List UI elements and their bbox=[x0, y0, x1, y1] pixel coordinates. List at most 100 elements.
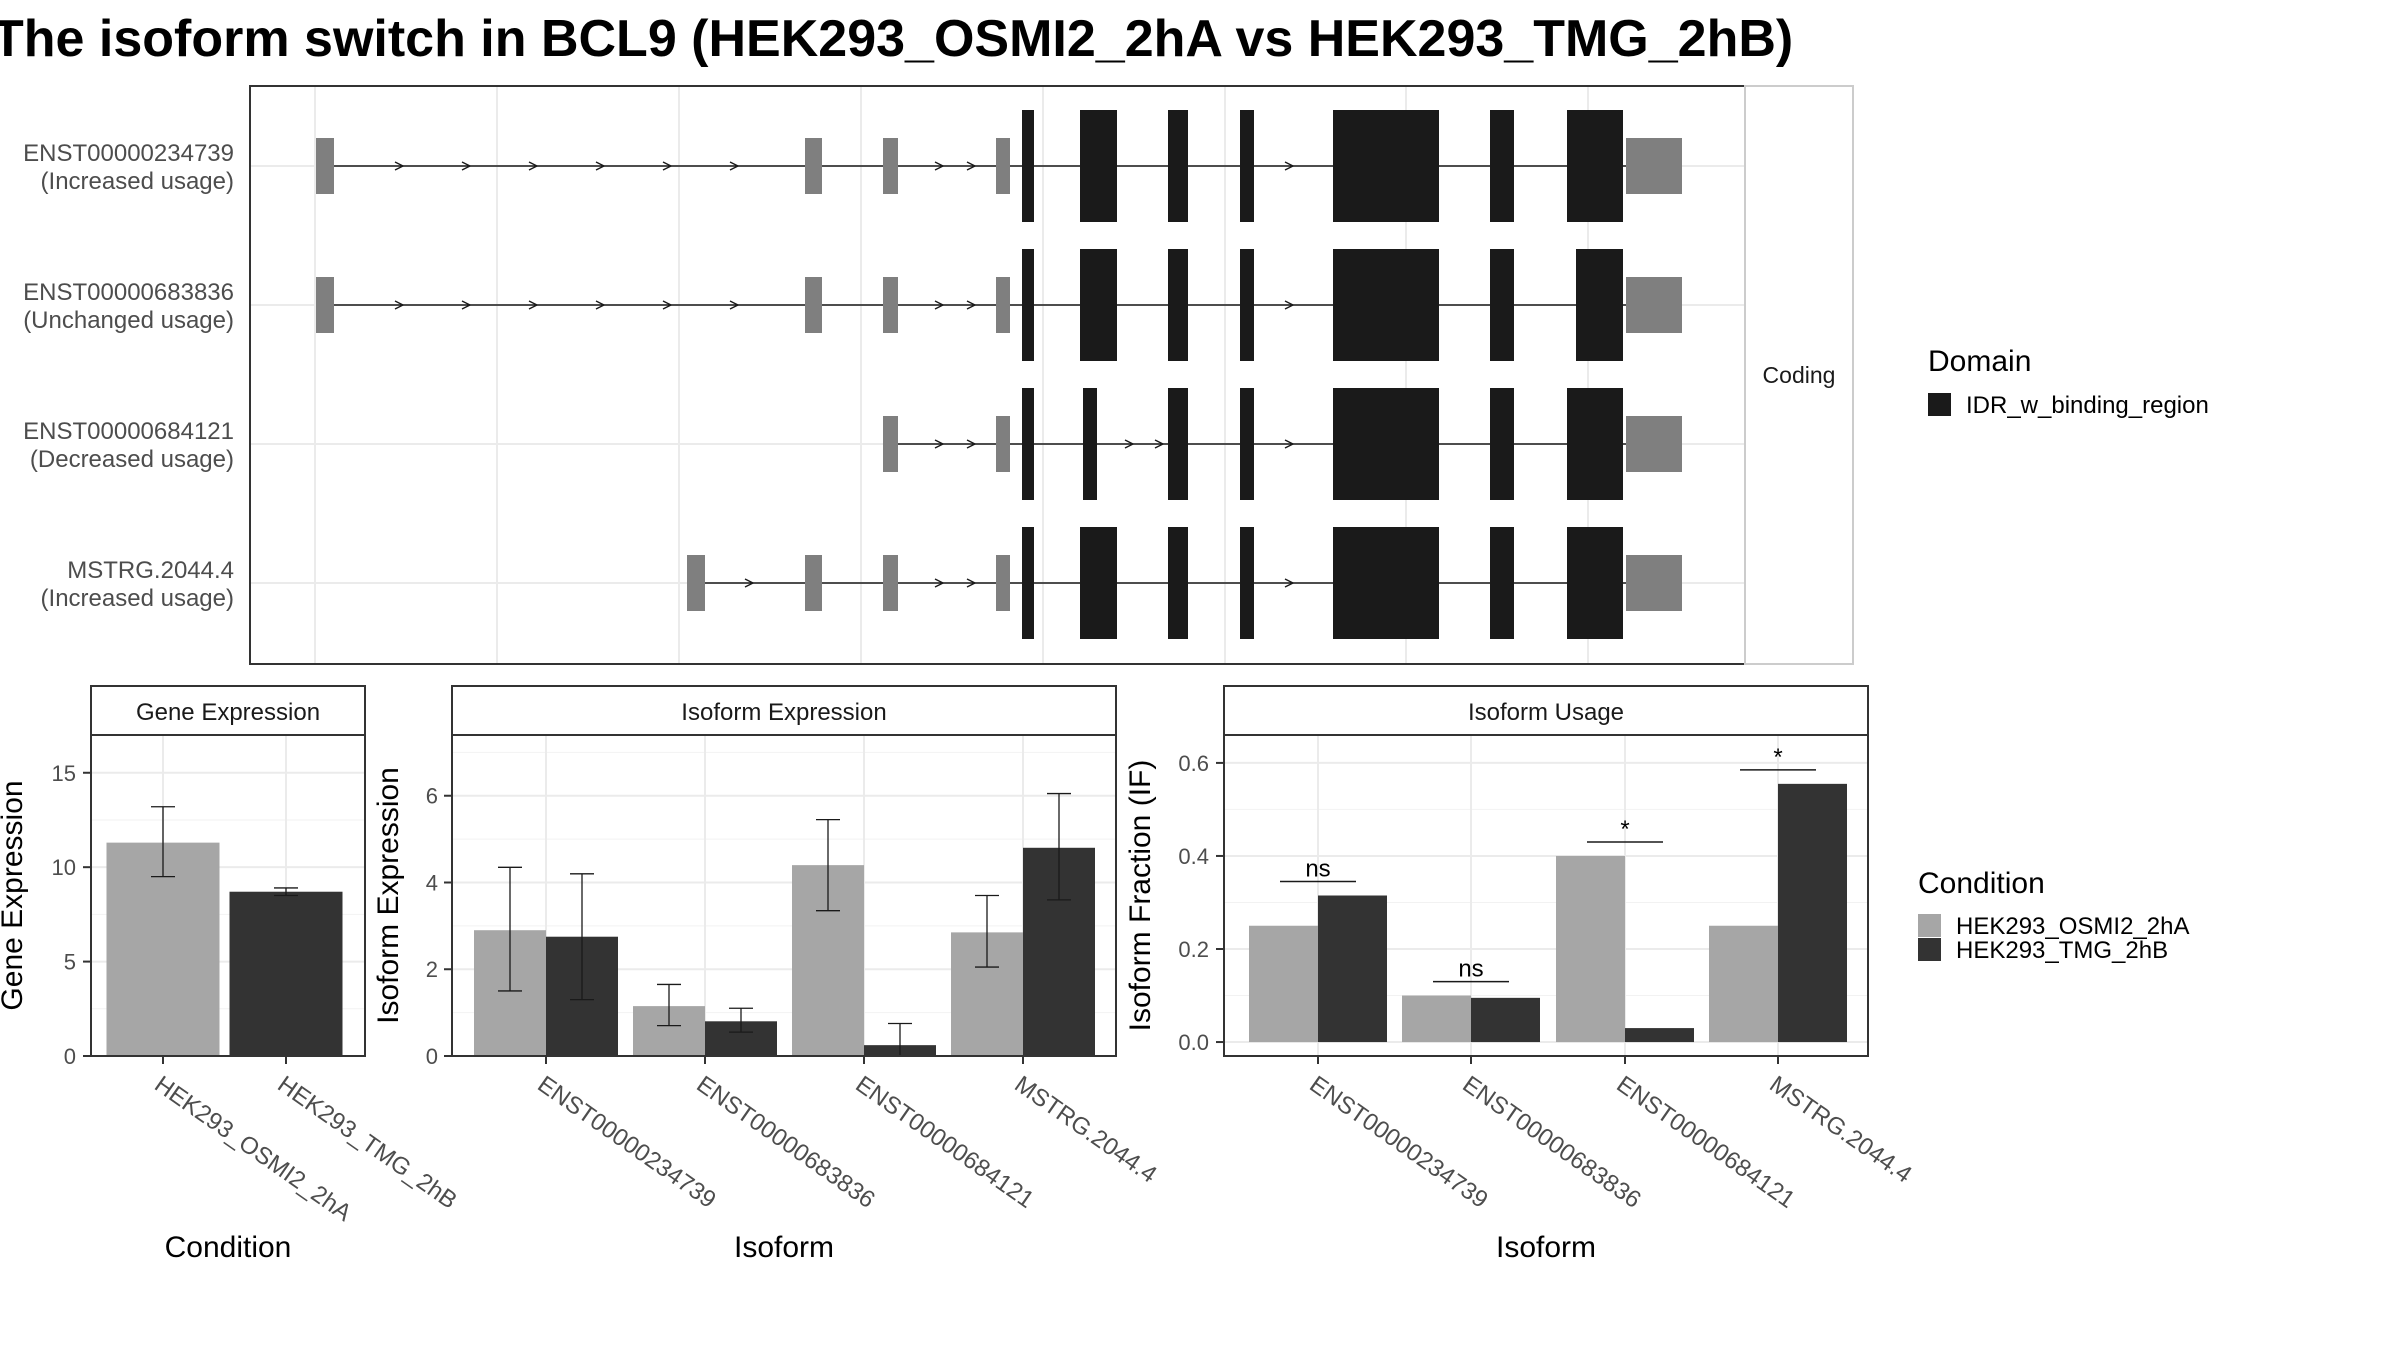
utr-exon bbox=[805, 138, 822, 194]
y-axis-title: Isoform Fraction (IF) bbox=[1124, 760, 1157, 1032]
facet-strip bbox=[1223, 685, 1869, 736]
coding-exon-domain bbox=[1333, 249, 1439, 361]
bar bbox=[1709, 925, 1778, 1043]
coding-exon-domain bbox=[1333, 388, 1439, 500]
strand-arrow bbox=[1284, 300, 1295, 310]
coding-exon-domain bbox=[1168, 110, 1188, 222]
bar-series-group bbox=[474, 792, 1095, 1057]
bar bbox=[1249, 925, 1318, 1043]
utr-exon bbox=[996, 277, 1010, 333]
utr-exon bbox=[805, 555, 822, 611]
coding-exon-domain bbox=[1490, 527, 1514, 639]
strand-arrow bbox=[1284, 439, 1295, 449]
strand-arrow bbox=[934, 300, 945, 310]
bar bbox=[1471, 997, 1540, 1043]
figure-title: The isoform switch in BCL9 (HEK293_OSMI2… bbox=[0, 10, 1793, 68]
coding-exon-domain bbox=[1022, 249, 1034, 361]
coding-exon-domain bbox=[1080, 110, 1117, 222]
transcript-usage-label: (Decreased usage) bbox=[30, 446, 234, 473]
strand-arrow bbox=[394, 300, 405, 310]
y-tick-label: 10 bbox=[52, 855, 76, 880]
utr-exon bbox=[883, 138, 898, 194]
transcript-id-label: ENST00000234739 bbox=[23, 140, 234, 167]
facet-strip-title: Gene Expression bbox=[136, 699, 320, 726]
transcript-tracks bbox=[316, 110, 1682, 639]
utr-exon bbox=[316, 138, 334, 194]
strand-arrow bbox=[662, 300, 673, 310]
domain-legend-title: Domain bbox=[1928, 345, 2031, 378]
y-tick-label: 0.0 bbox=[1178, 1030, 1209, 1055]
strand-arrow bbox=[934, 578, 945, 588]
significance-label: ns bbox=[1305, 856, 1330, 883]
strand-arrow bbox=[528, 161, 539, 171]
y-tick-label: 0 bbox=[426, 1044, 438, 1069]
transcript-id-label: MSTRG.2044.4 bbox=[67, 557, 234, 584]
x-axis-title: Condition bbox=[165, 1231, 292, 1264]
y-axis-title: Gene Expression bbox=[0, 780, 29, 1010]
coding-exon-domain bbox=[1490, 249, 1514, 361]
coding-exon-domain bbox=[1240, 110, 1254, 222]
facet-strip bbox=[90, 685, 366, 736]
coding-exon-domain bbox=[1576, 249, 1623, 361]
condition-legend-label-a: HEK293_OSMI2_2hA bbox=[1956, 913, 2189, 940]
strip-background bbox=[1744, 85, 1854, 665]
strand-arrow bbox=[966, 161, 977, 171]
bar-series-group bbox=[1249, 783, 1847, 1043]
domain-legend-label: IDR_w_binding_region bbox=[1966, 392, 2209, 419]
bar bbox=[1402, 995, 1471, 1043]
strand-arrow bbox=[1284, 161, 1295, 171]
utr-exon bbox=[1626, 277, 1682, 333]
coding-exon-domain bbox=[1490, 388, 1514, 500]
utr-exon bbox=[1626, 138, 1682, 194]
transcript-usage-label: (Unchanged usage) bbox=[23, 307, 234, 334]
transcript-usage-label: (Increased usage) bbox=[41, 585, 234, 612]
coding-exon-domain bbox=[1333, 110, 1439, 222]
significance-label: * bbox=[1773, 744, 1782, 771]
significance-label: ns bbox=[1458, 956, 1483, 983]
strip-label-coding: Coding bbox=[1763, 362, 1836, 388]
facet-strip-title: Isoform Usage bbox=[1468, 699, 1624, 726]
coding-exon-domain bbox=[1022, 527, 1034, 639]
domain-legend-swatch bbox=[1928, 393, 1951, 416]
strand-arrow bbox=[934, 439, 945, 449]
coding-exon-domain bbox=[1083, 388, 1097, 500]
y-axis-title: Isoform Expression bbox=[372, 767, 405, 1024]
utr-exon bbox=[883, 555, 898, 611]
condition-legend-title: Condition bbox=[1918, 867, 2045, 900]
bar bbox=[1318, 895, 1387, 1043]
utr-exon bbox=[1626, 416, 1682, 472]
utr-exon bbox=[1626, 555, 1682, 611]
coding-exon-domain bbox=[1333, 527, 1439, 639]
coding-exon-domain bbox=[1168, 249, 1188, 361]
utr-exon bbox=[883, 416, 898, 472]
coding-exon-domain bbox=[1240, 527, 1254, 639]
x-tick-label: MSTRG.2044.4 bbox=[1010, 1071, 1162, 1189]
y-tick-label: 15 bbox=[52, 761, 76, 786]
strand-arrow bbox=[461, 300, 472, 310]
strand-arrow bbox=[595, 300, 606, 310]
utr-exon bbox=[996, 416, 1010, 472]
strand-arrow bbox=[528, 300, 539, 310]
strand-arrow bbox=[966, 439, 977, 449]
strand-arrow bbox=[934, 161, 945, 171]
domain-legend: Domain IDR_w_binding_region bbox=[1928, 345, 2209, 419]
bar bbox=[106, 842, 220, 1056]
strand-arrow bbox=[744, 578, 755, 588]
isoform-expression-panel: Isoform Expression0246ENST00000234739ENS… bbox=[372, 685, 1162, 1264]
utr-exon bbox=[316, 277, 334, 333]
strand-arrow bbox=[662, 161, 673, 171]
strand-arrow bbox=[1154, 439, 1165, 449]
x-axis-title: Isoform bbox=[734, 1231, 834, 1264]
strand-arrow bbox=[394, 161, 405, 171]
utr-exon bbox=[687, 555, 705, 611]
facet-strip-title: Isoform Expression bbox=[681, 699, 886, 726]
strand-arrow bbox=[461, 161, 472, 171]
coding-exon-domain bbox=[1567, 388, 1623, 500]
condition-legend-swatch-a bbox=[1918, 914, 1941, 937]
bar bbox=[1778, 783, 1847, 1043]
strand-arrow bbox=[966, 578, 977, 588]
transcript-structure-panel: Coding ENST00000234739 (Increased usage) E… bbox=[23, 85, 1854, 665]
transcript-id-label: ENST00000683836 bbox=[23, 279, 234, 306]
